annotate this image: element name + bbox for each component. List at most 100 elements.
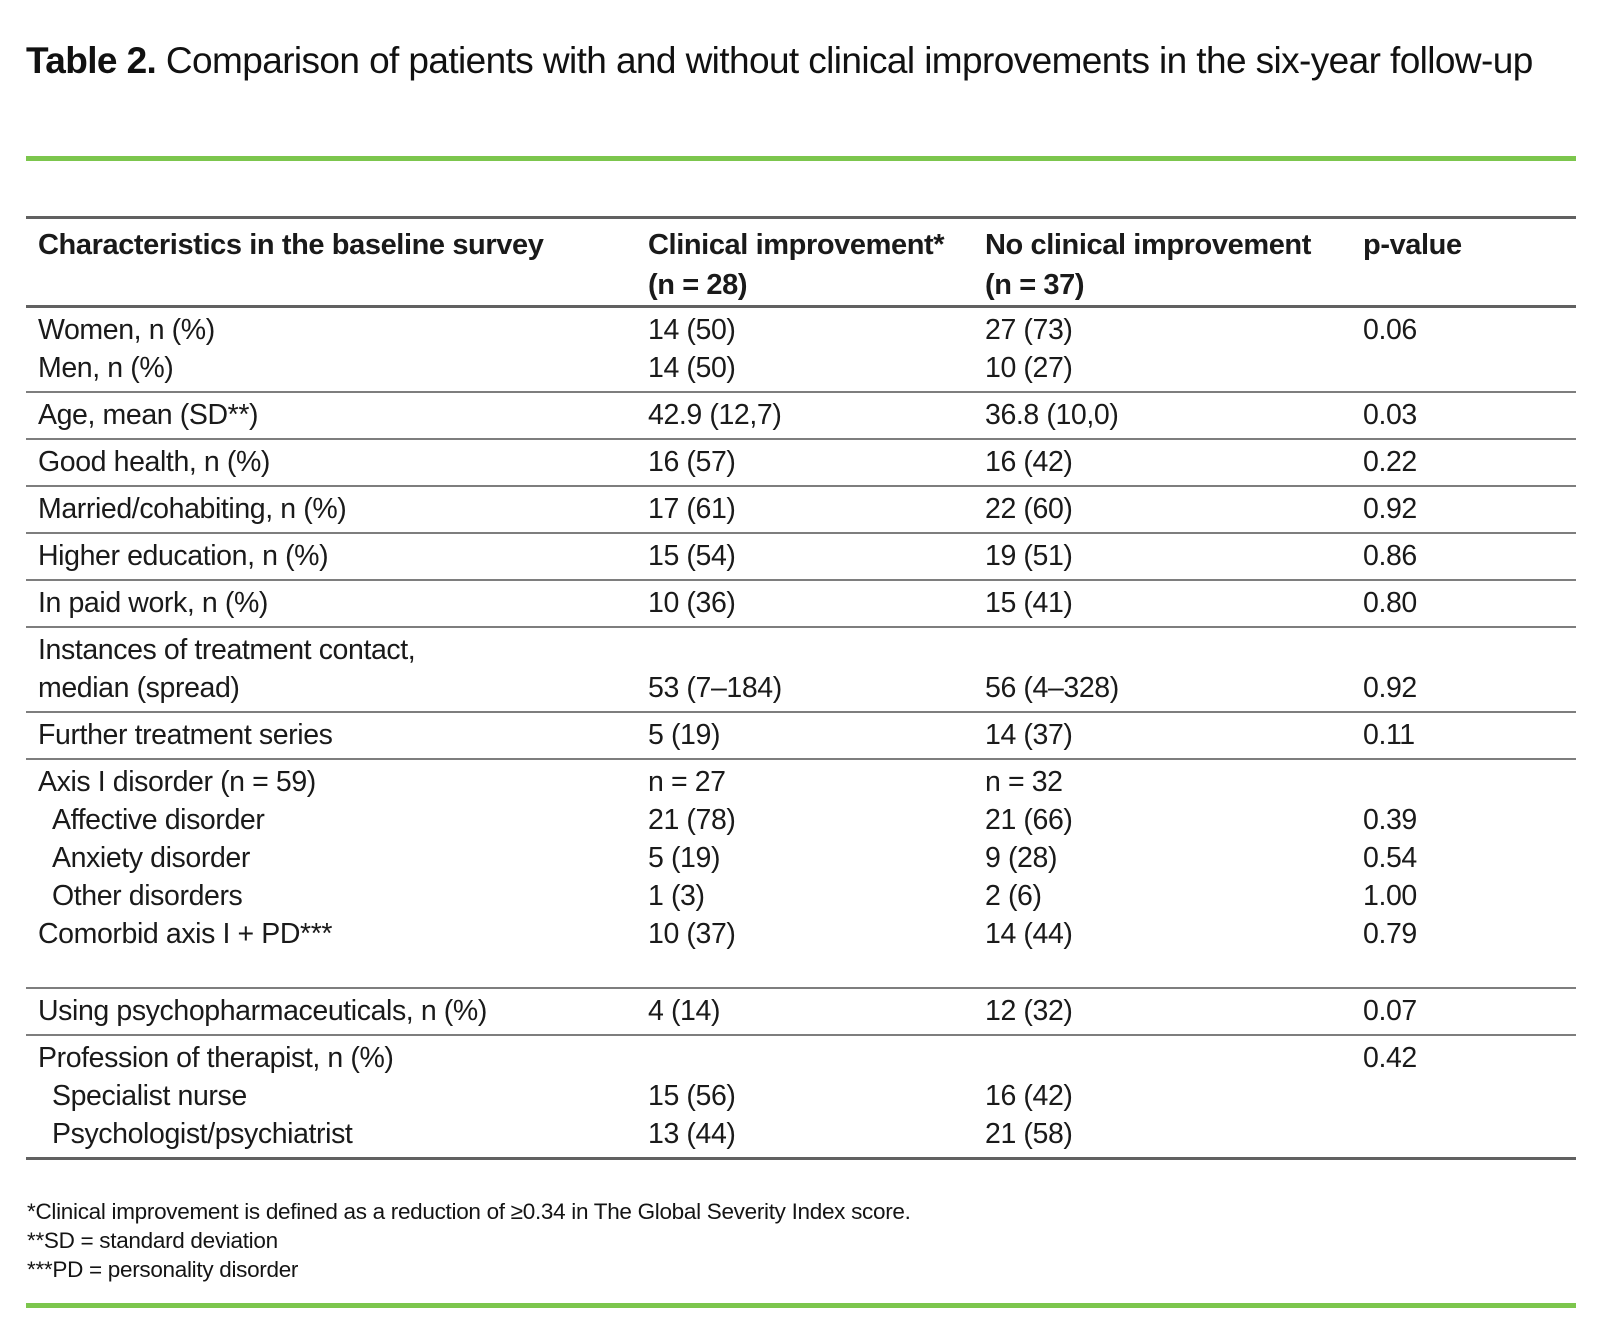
table-row: Higher education, n (%) 15 (54) 19 (51) 0.8… bbox=[26, 537, 1576, 575]
cell-clinical-improvement: 1 (3) bbox=[648, 880, 705, 912]
table-section: Instances of treatment contact, median (s… bbox=[26, 628, 1576, 713]
cell-clinical-improvement bbox=[648, 1039, 985, 1077]
cell-clinical-improvement: 5 (19) bbox=[648, 719, 721, 751]
cell-clinical-improvement: 16 (57) bbox=[648, 446, 736, 478]
table-row: Psychologist/psychiatrist 13 (44) 21 (58) bbox=[26, 1115, 1576, 1153]
table-section: Higher education, n (%) 15 (54) 19 (51) 0.8… bbox=[26, 534, 1576, 581]
comparison-table: Characteristics in the baseline survey C… bbox=[26, 216, 1576, 1160]
cell-p-value: 0.86 bbox=[1363, 540, 1417, 572]
cell-p-value: 0.79 bbox=[1363, 918, 1417, 950]
cell-p-value: 0.07 bbox=[1363, 995, 1417, 1027]
cell-characteristic: Comorbid axis I + PD*** bbox=[38, 918, 333, 950]
cell-no-clinical-improvement: 21 (66) bbox=[985, 804, 1073, 836]
cell-clinical-improvement: 10 (36) bbox=[648, 587, 736, 619]
cell-characteristic: Age, mean (SD**) bbox=[38, 399, 259, 431]
cell-characteristic: Further treatment series bbox=[38, 719, 333, 751]
cell-p-value: 0.22 bbox=[1363, 446, 1417, 478]
header-characteristics: Characteristics in the baseline survey bbox=[38, 229, 544, 261]
cell-characteristic: Good health, n (%) bbox=[38, 446, 271, 478]
cell-no-clinical-improvement: 15 (41) bbox=[985, 587, 1073, 619]
table-section: Profession of therapist, n (%) 0.42 Specia… bbox=[26, 1036, 1576, 1160]
table-title: Table 2. Comparison of patients with and… bbox=[26, 36, 1538, 86]
cell-characteristic: Specialist nurse bbox=[52, 1080, 247, 1112]
cell-no-clinical-improvement: n = 32 bbox=[985, 766, 1063, 798]
table-row: Comorbid axis I + PD*** 10 (37) 14 (44) 0.7… bbox=[26, 915, 1576, 953]
cell-no-clinical-improvement: 56 (4–328) bbox=[985, 672, 1119, 704]
cell-clinical-improvement: 4 (14) bbox=[648, 995, 721, 1027]
cell-p-value bbox=[1363, 631, 1576, 669]
cell-clinical-improvement: 10 (37) bbox=[648, 918, 736, 950]
cell-no-clinical-improvement: 12 (32) bbox=[985, 995, 1073, 1027]
cell-no-clinical-improvement: 9 (28) bbox=[985, 842, 1058, 874]
table-row: Age, mean (SD**) 42.9 (12,7) 36.8 (10,0) 0.… bbox=[26, 396, 1576, 434]
cell-p-value bbox=[1363, 763, 1576, 801]
table-row: Men, n (%) 14 (50) 10 (27) bbox=[26, 349, 1576, 387]
cell-clinical-improvement: 21 (78) bbox=[648, 804, 736, 836]
table-section: Axis I disorder (n = 59) n = 27 n = 32 Affe… bbox=[26, 760, 1576, 989]
cell-clinical-improvement: 53 (7–184) bbox=[648, 672, 782, 704]
table-row: Axis I disorder (n = 59) n = 27 n = 32 bbox=[26, 763, 1576, 801]
cell-p-value: 0.06 bbox=[1363, 314, 1417, 346]
cell-clinical-improvement: 13 (44) bbox=[648, 1118, 736, 1150]
table-section: Good health, n (%) 16 (57) 16 (42) 0.22 bbox=[26, 440, 1576, 487]
cell-p-value: 0.54 bbox=[1363, 842, 1417, 874]
cell-no-clinical-improvement: 16 (42) bbox=[985, 446, 1073, 478]
cell-p-value bbox=[1363, 1077, 1576, 1115]
table-row: Other disorders 1 (3) 2 (6) 1.00 bbox=[26, 877, 1576, 915]
table-row: Specialist nurse 15 (56) 16 (42) bbox=[26, 1077, 1576, 1115]
cell-clinical-improvement: 15 (56) bbox=[648, 1080, 736, 1112]
footnote-clinical-improvement: *Clinical improvement is defined as a re… bbox=[27, 1199, 911, 1224]
header-p-value: p-value bbox=[1363, 229, 1462, 261]
table-row: Using psychopharmaceuticals, n (%) 4 (14)… bbox=[26, 992, 1576, 1030]
bottom-accent-rule bbox=[26, 1303, 1576, 1308]
footnote-sd: **SD = standard deviation bbox=[27, 1228, 278, 1253]
cell-characteristic: Instances of treatment contact, bbox=[38, 634, 416, 666]
table-row: Women, n (%) 14 (50) 27 (73) 0.06 bbox=[26, 311, 1576, 349]
cell-no-clinical-improvement: 14 (44) bbox=[985, 918, 1073, 950]
cell-characteristic: Women, n (%) bbox=[38, 314, 215, 346]
table-row: median (spread) 53 (7–184) 56 (4–328) 0.92 bbox=[26, 669, 1576, 707]
cell-characteristic: Axis I disorder (n = 59) bbox=[38, 766, 316, 798]
cell-clinical-improvement: 5 (19) bbox=[648, 842, 721, 874]
cell-no-clinical-improvement: 10 (27) bbox=[985, 352, 1073, 384]
table-section: Married/cohabiting, n (%) 17 (61) 22 (60) 0… bbox=[26, 487, 1576, 534]
table-row: Further treatment series 5 (19) 14 (37) 0.1… bbox=[26, 716, 1576, 754]
cell-p-value: 0.80 bbox=[1363, 587, 1417, 619]
table-section: In paid work, n (%) 10 (36) 15 (41) 0.80 bbox=[26, 581, 1576, 628]
table-section: Using psychopharmaceuticals, n (%) 4 (14)… bbox=[26, 989, 1576, 1036]
cell-no-clinical-improvement: 14 (37) bbox=[985, 719, 1073, 751]
cell-clinical-improvement: 14 (50) bbox=[648, 314, 736, 346]
cell-p-value: 0.92 bbox=[1363, 493, 1417, 525]
cell-p-value bbox=[1363, 1115, 1576, 1153]
cell-p-value: 0.42 bbox=[1363, 1042, 1417, 1074]
cell-no-clinical-improvement: 19 (51) bbox=[985, 540, 1073, 572]
footnote-pd: ***PD = personality disorder bbox=[27, 1257, 299, 1282]
cell-clinical-improvement: 15 (54) bbox=[648, 540, 736, 572]
footnotes: *Clinical improvement is defined as a re… bbox=[27, 1197, 911, 1284]
header-clinical-improvement: Clinical improvement* (n = 28) bbox=[648, 229, 945, 301]
cell-characteristic: Psychologist/psychiatrist bbox=[52, 1118, 353, 1150]
cell-characteristic: Higher education, n (%) bbox=[38, 540, 329, 572]
cell-no-clinical-improvement: 21 (58) bbox=[985, 1118, 1073, 1150]
cell-characteristic: Using psychopharmaceuticals, n (%) bbox=[38, 995, 487, 1027]
cell-no-clinical-improvement bbox=[985, 1039, 1363, 1077]
cell-clinical-improvement: n = 27 bbox=[648, 766, 726, 798]
cell-no-clinical-improvement bbox=[985, 631, 1363, 669]
table-section: Further treatment series 5 (19) 14 (37) 0.1… bbox=[26, 713, 1576, 760]
cell-clinical-improvement: 42.9 (12,7) bbox=[648, 399, 782, 431]
cell-no-clinical-improvement: 27 (73) bbox=[985, 314, 1073, 346]
table-row: Affective disorder 21 (78) 21 (66) 0.39 bbox=[26, 801, 1576, 839]
table-row: Good health, n (%) 16 (57) 16 (42) 0.22 bbox=[26, 443, 1576, 481]
table-title-text: Comparison of patients with and without … bbox=[156, 40, 1533, 81]
table-section: Age, mean (SD**) 42.9 (12,7) 36.8 (10,0) 0.… bbox=[26, 393, 1576, 440]
cell-p-value bbox=[1363, 349, 1576, 387]
cell-characteristic: Affective disorder bbox=[52, 804, 265, 836]
cell-clinical-improvement: 14 (50) bbox=[648, 352, 736, 384]
cell-p-value: 0.39 bbox=[1363, 804, 1417, 836]
cell-characteristic: Married/cohabiting, n (%) bbox=[38, 493, 347, 525]
top-accent-rule bbox=[26, 156, 1576, 161]
cell-characteristic: Men, n (%) bbox=[38, 352, 174, 384]
cell-no-clinical-improvement: 36.8 (10,0) bbox=[985, 399, 1119, 431]
table-row: Profession of therapist, n (%) 0.42 bbox=[26, 1039, 1576, 1077]
